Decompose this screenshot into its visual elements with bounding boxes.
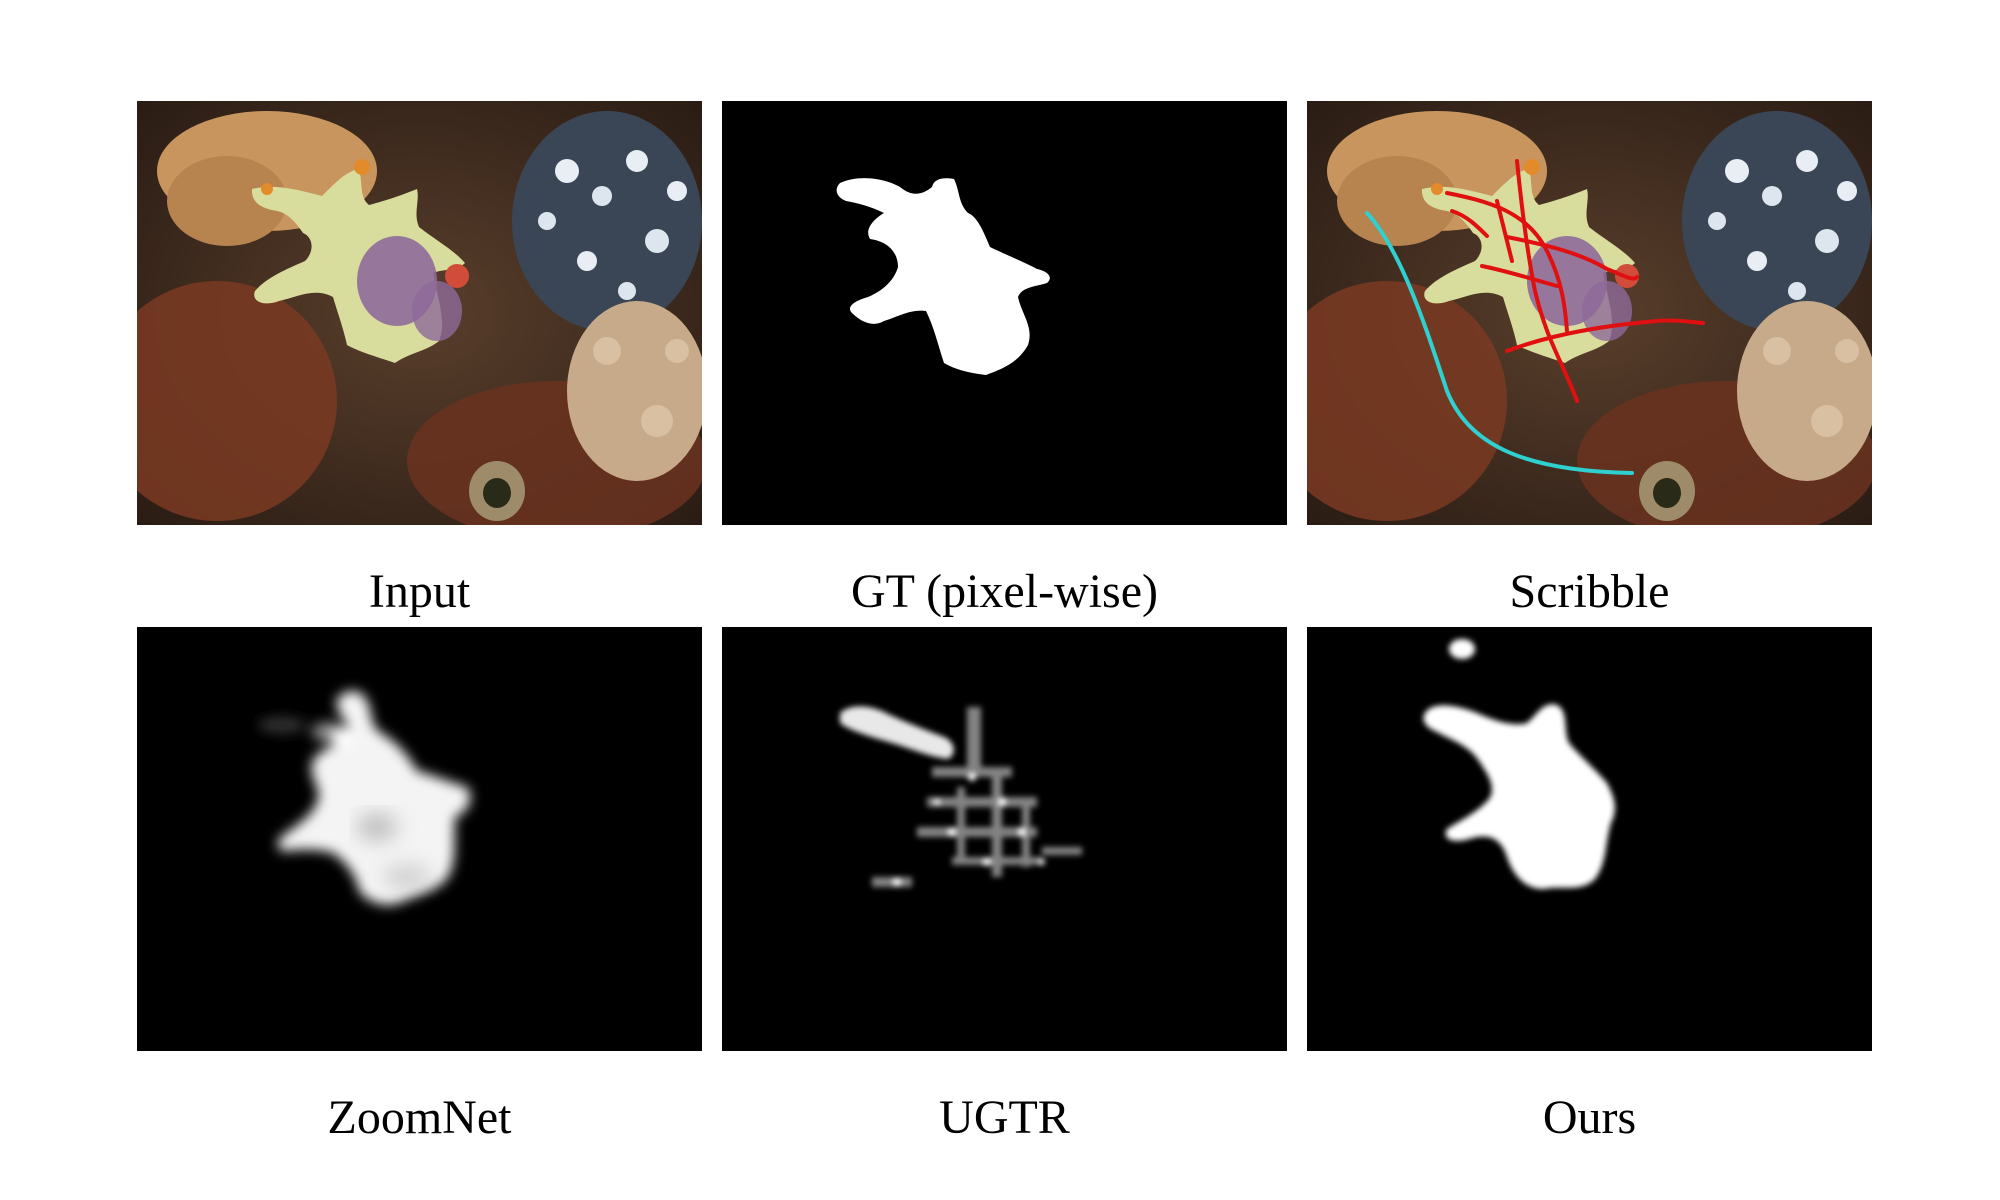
- ugtr-prediction: [722, 627, 1287, 1051]
- ugtr-mask: [722, 627, 1287, 1051]
- scribble-foreground-stroke-5: [1480, 264, 1559, 288]
- input-image: [137, 101, 702, 525]
- scribble-foreground-stroke-2: [1515, 159, 1579, 403]
- caption-ugtr: UGTR: [939, 1091, 1070, 1144]
- input-photo: [137, 101, 702, 525]
- caption-zoomnet: ZoomNet: [327, 1091, 512, 1144]
- gt-mask: [722, 101, 1287, 525]
- caption-scribble: Scribble: [1509, 565, 1670, 618]
- scribble-foreground-stroke-6: [1450, 209, 1489, 238]
- caption-ours: Ours: [1542, 1091, 1637, 1144]
- scribble-foreground-stroke-4: [1505, 318, 1705, 353]
- gt-mask-shape: [722, 101, 1287, 525]
- ours-prediction: [1307, 627, 1872, 1051]
- ours-mask: [1307, 627, 1872, 1051]
- zoomnet-prediction: [137, 627, 702, 1051]
- scribble-foreground-stroke-3: [1505, 235, 1639, 281]
- scribble-foreground-stroke-1: [1445, 191, 1569, 333]
- scribble-photo: [1307, 101, 1872, 525]
- scribble-foreground-stroke-7: [1495, 199, 1514, 263]
- scribble-image: [1307, 101, 1872, 525]
- caption-gt: GT (pixel-wise): [850, 565, 1159, 618]
- zoomnet-mask: [137, 627, 702, 1051]
- scribble-background-stroke: [1365, 211, 1634, 475]
- caption-input: Input: [368, 565, 471, 618]
